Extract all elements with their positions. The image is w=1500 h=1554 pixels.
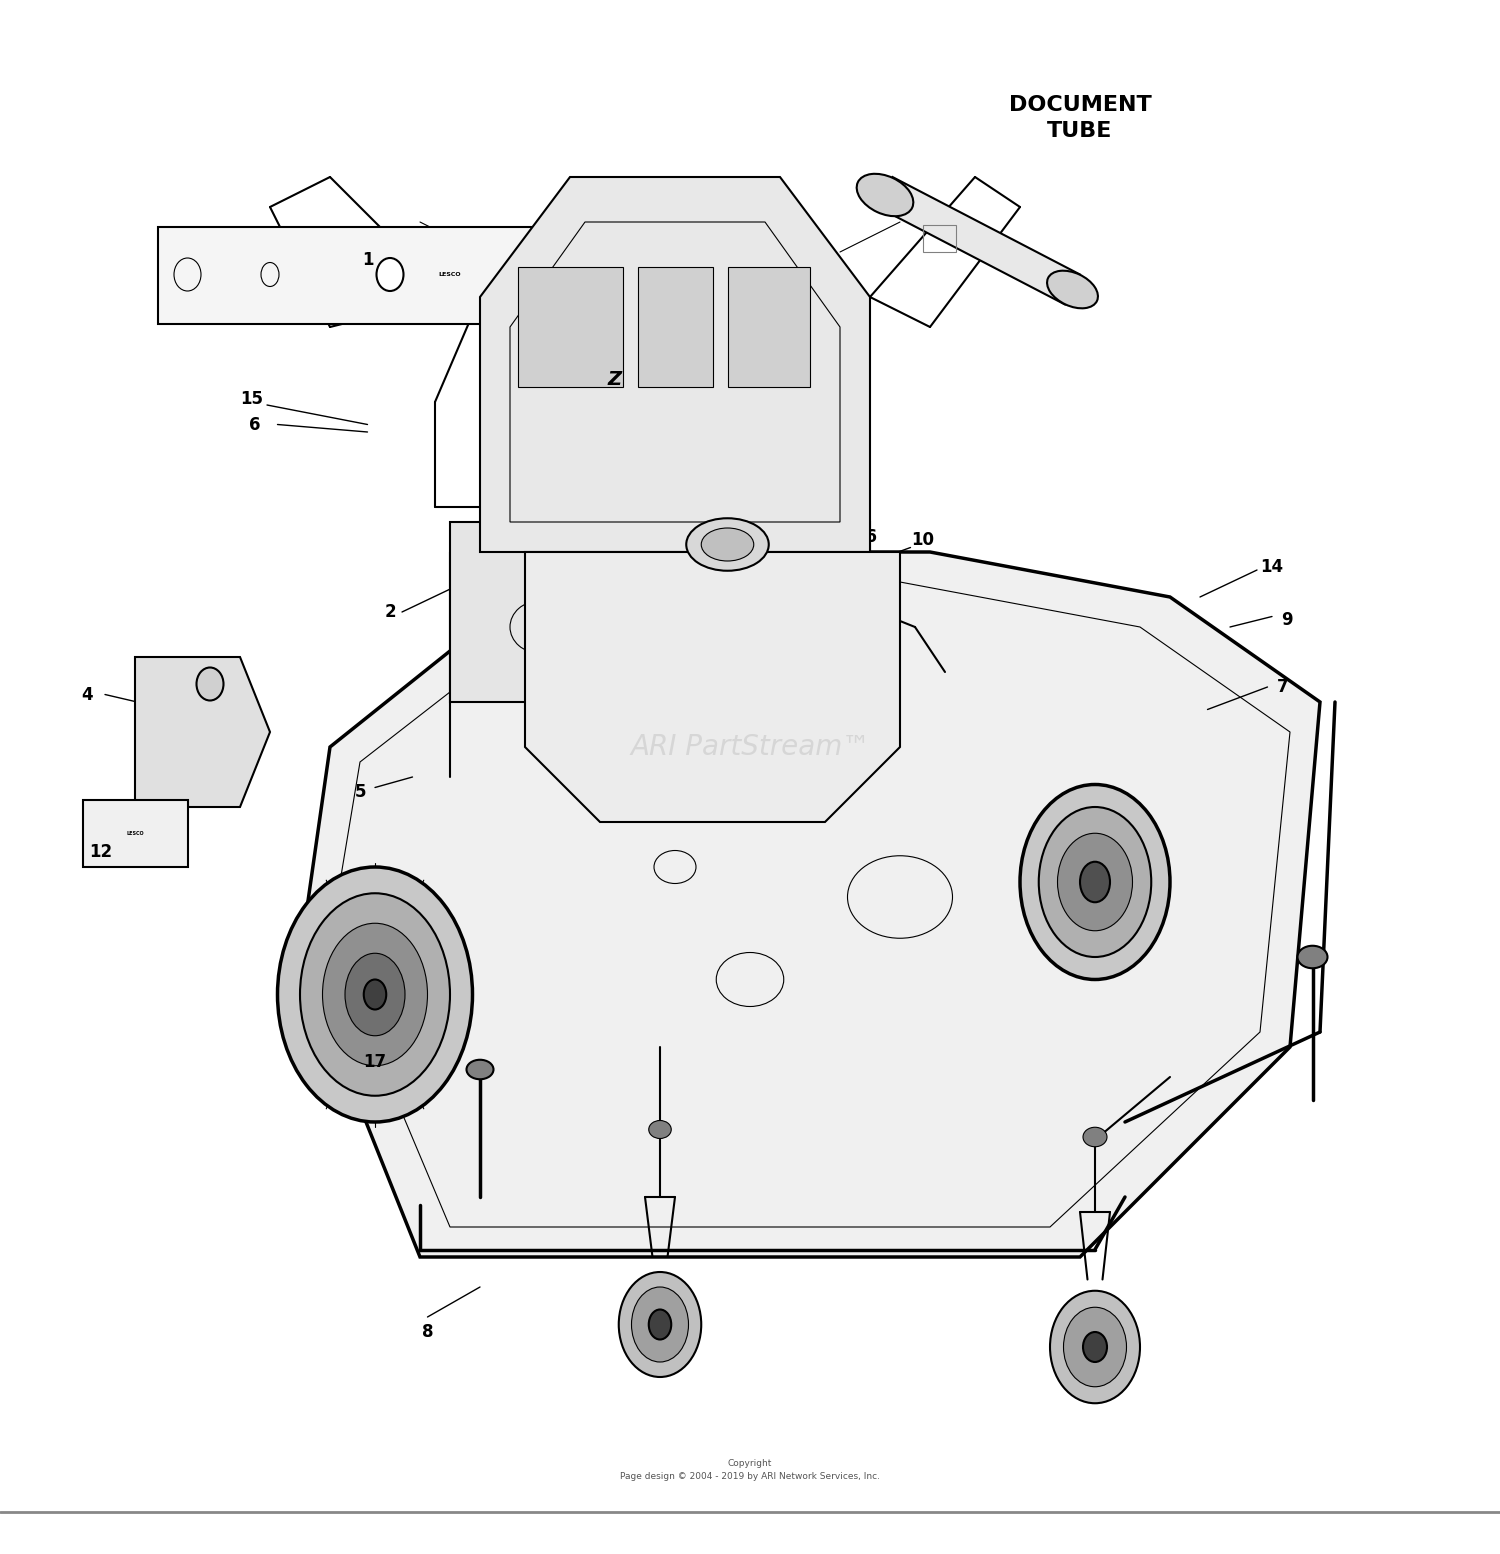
Ellipse shape: [322, 923, 428, 1066]
Ellipse shape: [1064, 1307, 1126, 1386]
Polygon shape: [480, 177, 870, 552]
Text: 9: 9: [1281, 611, 1293, 628]
Ellipse shape: [278, 867, 472, 1122]
Polygon shape: [525, 552, 900, 822]
Ellipse shape: [466, 1060, 494, 1078]
Ellipse shape: [712, 673, 728, 685]
Ellipse shape: [618, 1273, 701, 1377]
Text: 6: 6: [249, 415, 261, 434]
Ellipse shape: [196, 668, 223, 701]
Text: 3: 3: [856, 550, 868, 569]
Bar: [158, 227, 540, 323]
Text: 7: 7: [1276, 678, 1288, 696]
Bar: [728, 267, 810, 387]
Bar: [518, 267, 622, 387]
Ellipse shape: [833, 667, 848, 678]
Ellipse shape: [345, 953, 405, 1037]
Ellipse shape: [562, 667, 578, 678]
Polygon shape: [878, 177, 1080, 305]
Ellipse shape: [363, 979, 387, 1010]
Ellipse shape: [376, 258, 404, 291]
Text: 4: 4: [81, 685, 93, 704]
Text: LESCO: LESCO: [438, 272, 462, 277]
Ellipse shape: [1058, 833, 1132, 931]
Bar: [922, 225, 956, 252]
Ellipse shape: [1298, 946, 1328, 968]
Text: Z: Z: [608, 370, 622, 388]
Ellipse shape: [1080, 862, 1110, 903]
Polygon shape: [300, 552, 1320, 1257]
Text: 13: 13: [806, 434, 830, 452]
Ellipse shape: [1038, 807, 1152, 957]
Ellipse shape: [648, 1310, 672, 1340]
Text: Copyright
Page design © 2004 - 2019 by ARI Network Services, Inc.: Copyright Page design © 2004 - 2019 by A…: [620, 1459, 880, 1481]
Ellipse shape: [1020, 785, 1170, 979]
Ellipse shape: [632, 1287, 688, 1361]
Ellipse shape: [300, 894, 450, 1096]
Polygon shape: [135, 657, 270, 807]
Text: 2: 2: [384, 603, 396, 622]
Text: ARI PartStream™: ARI PartStream™: [630, 733, 870, 761]
Text: 12: 12: [88, 842, 112, 861]
Ellipse shape: [622, 659, 638, 670]
Ellipse shape: [1083, 1127, 1107, 1147]
Text: 17: 17: [363, 1054, 387, 1071]
Ellipse shape: [1047, 270, 1098, 308]
Bar: [82, 799, 188, 867]
Text: 10: 10: [910, 531, 934, 549]
Ellipse shape: [648, 1120, 672, 1139]
Text: 15: 15: [240, 390, 264, 409]
Text: 8: 8: [422, 1322, 434, 1341]
Ellipse shape: [686, 517, 768, 570]
Text: 1: 1: [362, 250, 374, 269]
Text: LESCO: LESCO: [126, 831, 144, 836]
Ellipse shape: [856, 174, 913, 216]
Text: 14: 14: [1260, 558, 1284, 577]
Ellipse shape: [772, 659, 788, 670]
Text: 5: 5: [354, 783, 366, 800]
Bar: [638, 267, 712, 387]
Text: 16: 16: [853, 528, 877, 545]
Ellipse shape: [700, 528, 753, 561]
Ellipse shape: [1083, 1332, 1107, 1361]
Text: DOCUMENT
TUBE: DOCUMENT TUBE: [1008, 95, 1152, 141]
Ellipse shape: [1050, 1291, 1140, 1403]
Text: 11: 11: [926, 205, 950, 224]
Bar: [450, 522, 870, 702]
